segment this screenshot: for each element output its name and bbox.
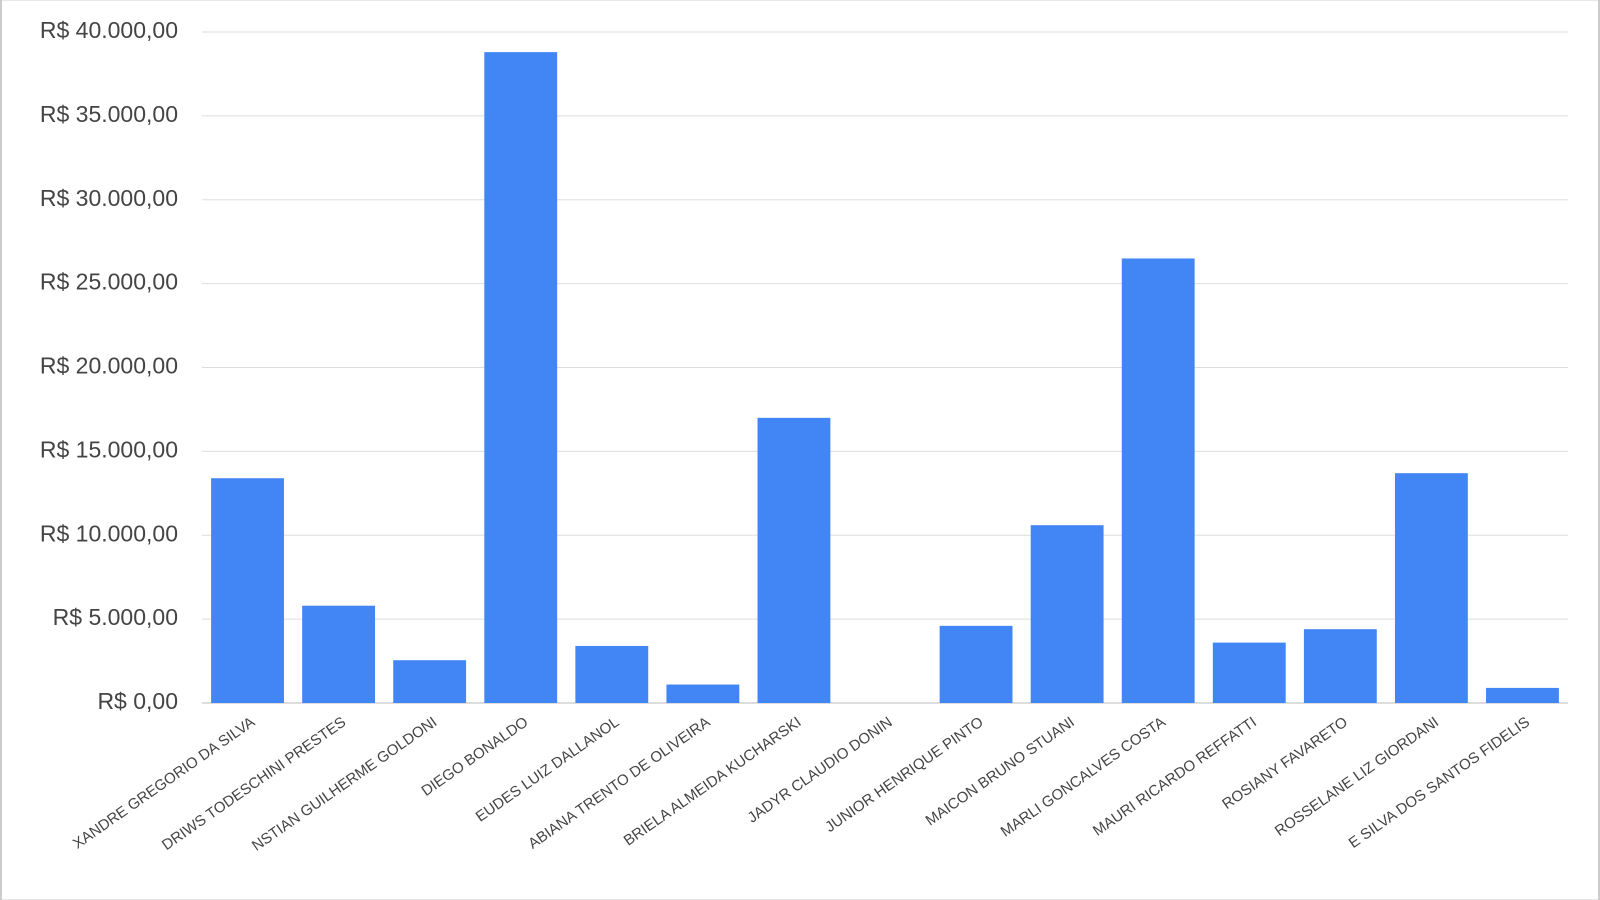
y-tick-label: R$ 30.000,00 [40, 185, 178, 211]
x-tick-label: NSTIAN GUILHERME GOLDONI [249, 714, 440, 855]
bar [1486, 687, 1559, 703]
y-tick-label: R$ 15.000,00 [40, 436, 178, 462]
x-tick-label: MARLI GONCALVES COSTA [998, 714, 1169, 841]
y-tick-label: R$ 0,00 [97, 688, 178, 714]
y-tick-label: R$ 5.000,00 [53, 604, 178, 630]
bar [1121, 258, 1195, 703]
x-tick-label: DRIWS TODESCHINI PRESTES [159, 714, 349, 854]
x-tick-label: E SILVA DOS SANTOS FIDELIS [1346, 714, 1533, 852]
bar [393, 660, 467, 703]
bar [1212, 642, 1286, 703]
x-tick-label: MAURI RICARDO REFFATTI [1090, 714, 1260, 840]
bar [666, 684, 740, 703]
bar [1303, 629, 1377, 703]
x-tick-label: MAICON BRUNO STUANI [923, 714, 1078, 830]
bar [757, 417, 831, 703]
bar [939, 625, 1013, 703]
bar [302, 605, 376, 703]
x-tick-label: ABIANA TRENTO DE OLIVEIRA [525, 714, 713, 853]
x-tick-label: JUNIOR HENRIQUE PINTO [822, 714, 986, 836]
y-tick-label: R$ 40.000,00 [40, 17, 178, 43]
x-tick-label: BRIELA ALMEIDA KUCHARSKI [621, 714, 805, 850]
x-tick-label: XANDRE GREGORIO DA SILVA [70, 714, 258, 853]
bar [1030, 525, 1104, 703]
y-tick-label: R$ 35.000,00 [40, 101, 178, 127]
bar [575, 645, 649, 703]
x-tick-label: EUDES LUIZ DALLANOL [473, 714, 623, 826]
y-tick-label: R$ 10.000,00 [40, 520, 178, 546]
bar [211, 478, 284, 703]
y-tick-label: R$ 20.000,00 [40, 353, 178, 379]
y-tick-label: R$ 25.000,00 [40, 269, 178, 295]
x-tick-label: JADYR CLAUDIO DONIN [744, 714, 895, 827]
bar [484, 52, 558, 703]
x-tick-label: ROSSELANE LIZ GIORDANI [1272, 714, 1442, 840]
bar [1394, 473, 1468, 703]
